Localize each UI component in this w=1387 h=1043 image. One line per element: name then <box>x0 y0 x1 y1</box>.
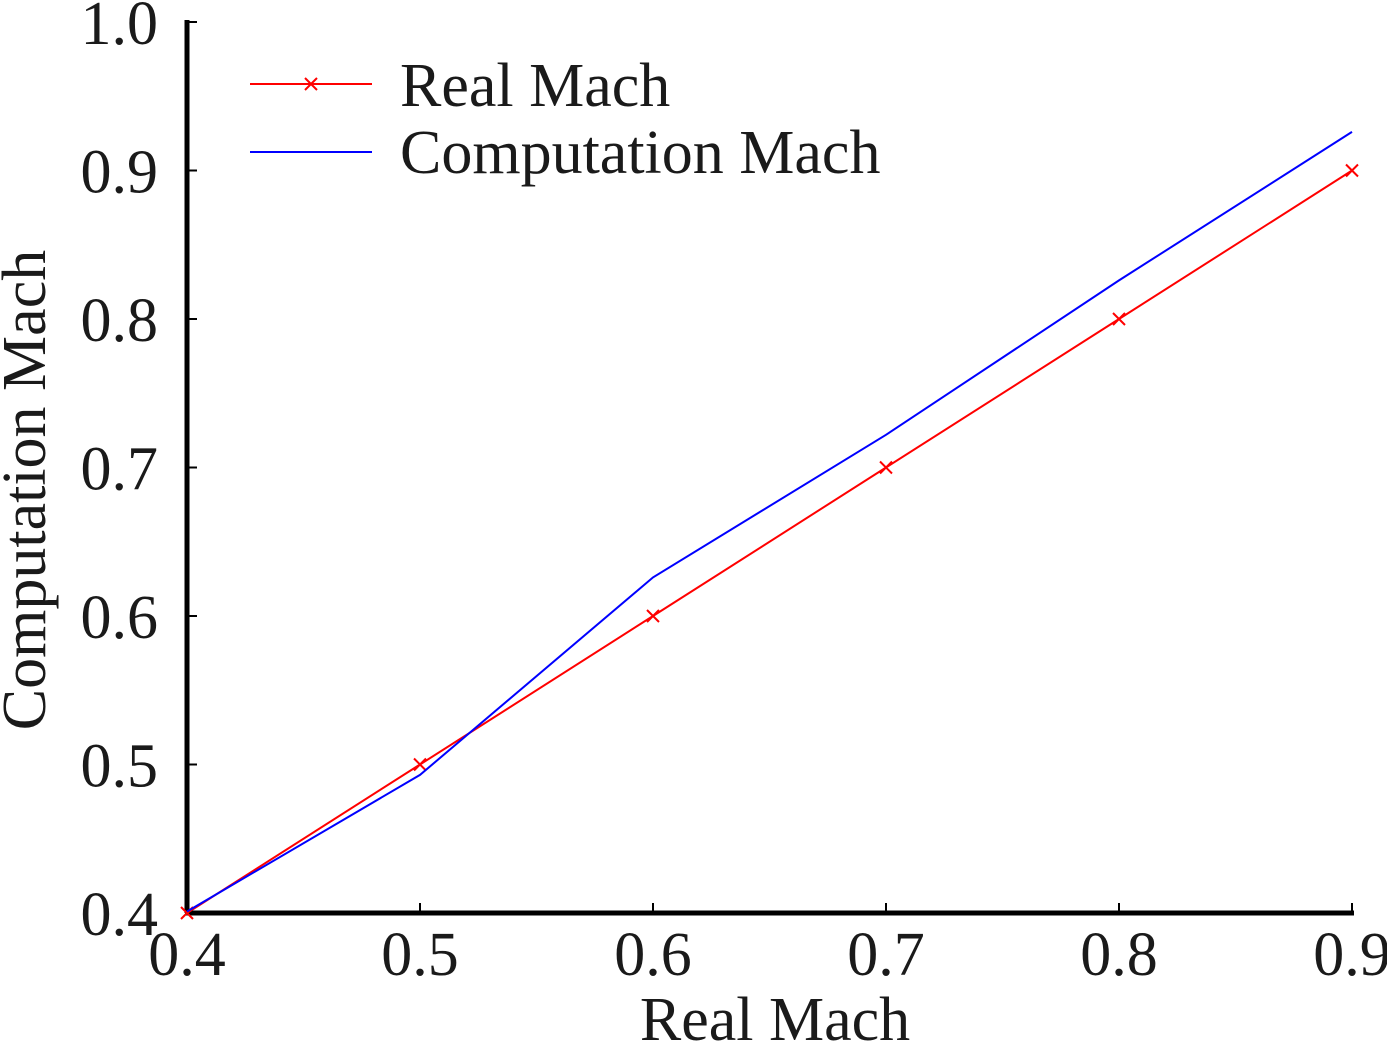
data-point-marker <box>879 460 893 475</box>
y-tick-label: 0.7 <box>81 436 159 504</box>
x-tick-label: 0.9 <box>1313 921 1387 989</box>
y-tick-label: 0.6 <box>81 584 159 652</box>
y-tick-label: 0.8 <box>81 287 159 355</box>
data-point-marker <box>413 757 427 772</box>
y-tick-label: 0.5 <box>81 733 159 801</box>
y-axis-title: Computation Mach <box>0 250 59 730</box>
series-line-1 <box>186 131 1353 913</box>
x-ticks: 0.4 0.5 0.6 0.7 0.8 0.9 <box>148 903 1387 989</box>
data-point-marker <box>1345 163 1359 178</box>
x-tick-label: 0.8 <box>1080 921 1158 989</box>
data-point-marker <box>646 609 660 623</box>
x-tick-label: 0.7 <box>847 921 925 989</box>
y-tick-label: 0.4 <box>81 881 159 949</box>
y-tick-label: 1.0 <box>81 0 159 58</box>
y-ticks: 0.4 0.5 0.6 0.7 0.8 0.9 1.0 <box>81 0 197 949</box>
series-layer <box>180 131 1359 920</box>
x-axis-title: Real Mach <box>640 986 910 1043</box>
series-line-0 <box>186 169 1353 914</box>
legend-marker-x-icon <box>304 77 318 91</box>
x-tick-label: 0.5 <box>381 921 459 989</box>
legend: Real Mach Computation Mach <box>250 52 880 187</box>
legend-label-real-mach: Real Mach <box>400 52 670 120</box>
legend-label-computation-mach: Computation Mach <box>400 119 880 187</box>
data-point-marker <box>1112 312 1126 326</box>
x-tick-label: 0.4 <box>148 921 226 989</box>
x-tick-label: 0.6 <box>614 921 692 989</box>
y-tick-label: 0.9 <box>81 139 159 207</box>
